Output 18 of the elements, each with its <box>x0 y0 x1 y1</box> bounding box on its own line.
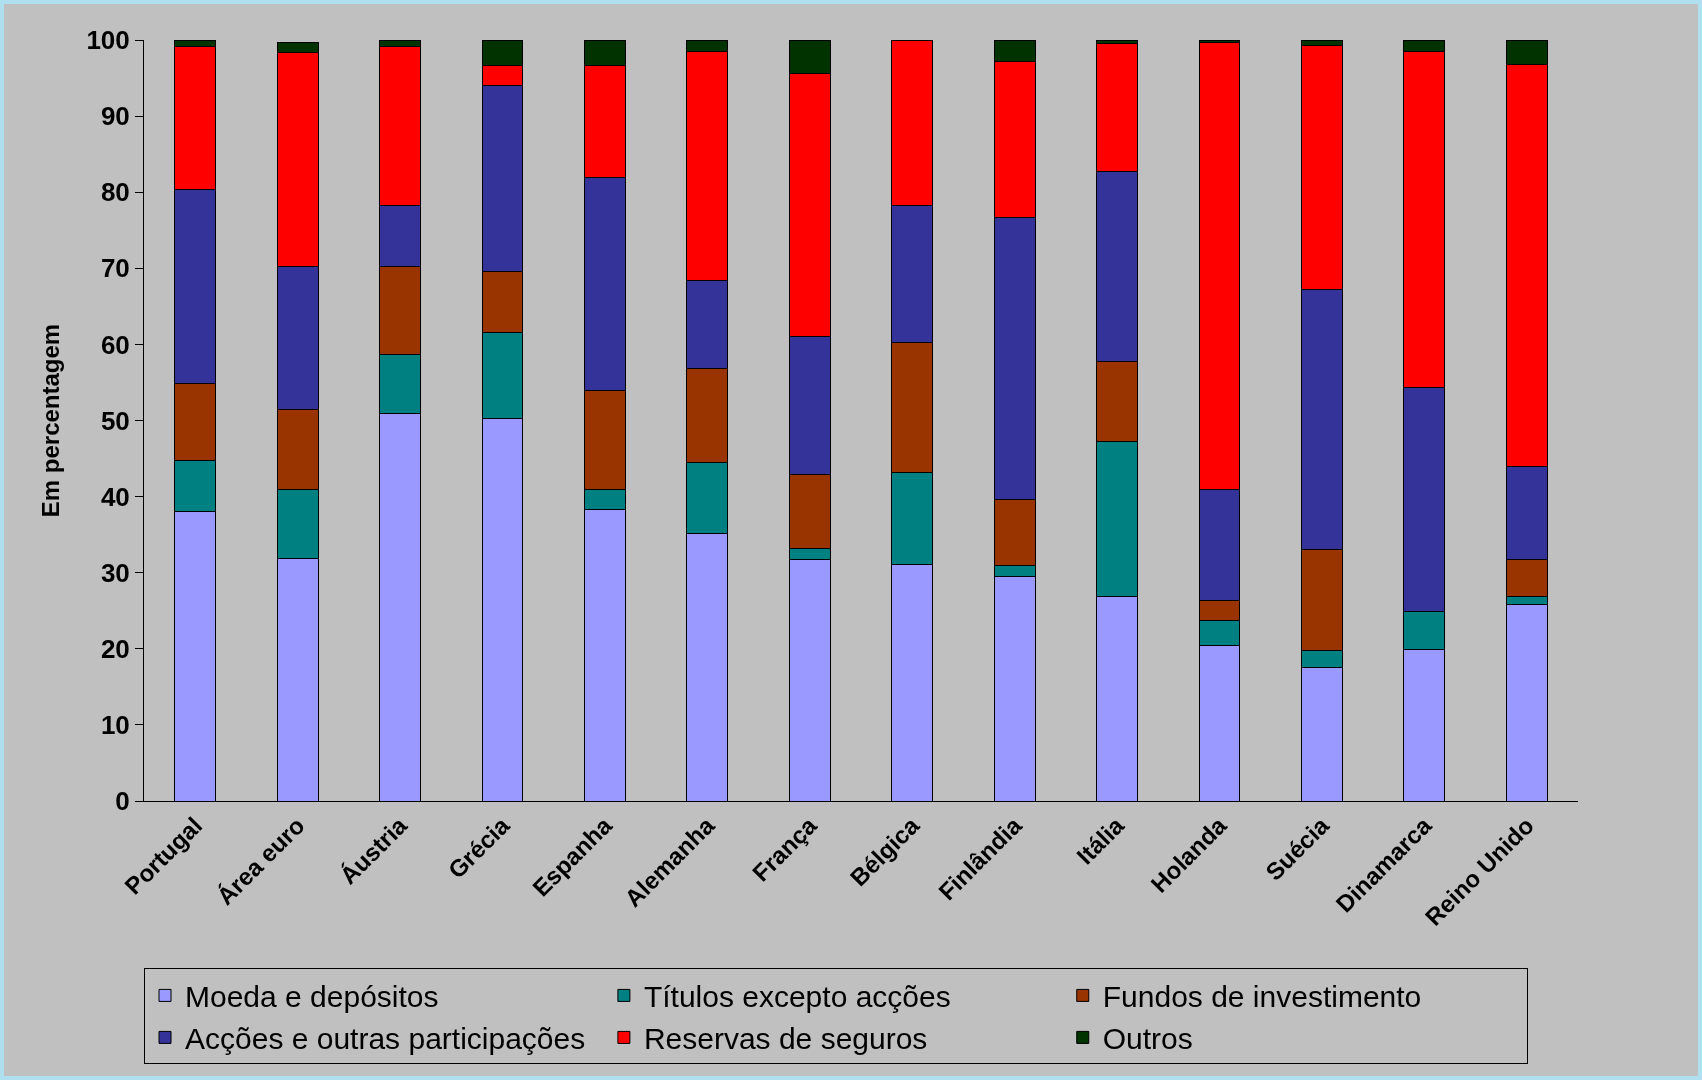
y-tick-label: 80 <box>100 177 130 208</box>
legend-label: Títulos excepto acções <box>643 980 951 1014</box>
legend-label: Reservas de seguros <box>643 1022 928 1056</box>
y-tick-label: 40 <box>100 481 130 512</box>
y-tick-label: 0 <box>115 786 130 817</box>
y-tick-label: 90 <box>100 101 130 132</box>
y-tick-label: 30 <box>100 557 130 588</box>
legend-label: Outros <box>1102 1022 1193 1056</box>
y-axis-title: Em percentagem <box>36 323 64 518</box>
y-tick-label: 60 <box>100 329 130 360</box>
y-tick-label: 10 <box>100 710 130 740</box>
y-tick-label: 20 <box>100 633 130 664</box>
legend-label: Acções e outras participações <box>185 1022 586 1056</box>
y-tick-label: 100 <box>86 25 130 56</box>
legend-label: Moeda e depósitos <box>185 980 439 1014</box>
legend-label: Fundos de investimento <box>1102 980 1422 1014</box>
y-tick-label: 70 <box>100 253 130 284</box>
y-tick-label: 50 <box>100 405 130 436</box>
